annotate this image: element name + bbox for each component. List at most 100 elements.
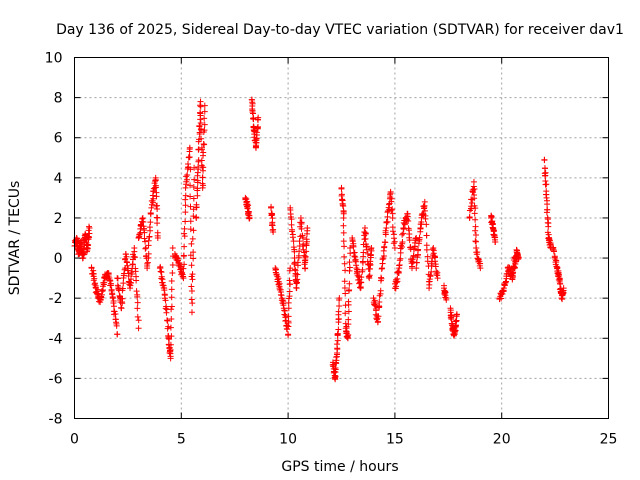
data-point (270, 226, 277, 233)
data-point (123, 258, 130, 265)
data-point (400, 226, 407, 233)
data-point (296, 238, 303, 245)
data-point (125, 272, 132, 279)
data-point (167, 346, 174, 353)
data-point (284, 326, 291, 333)
data-point (345, 308, 352, 315)
data-point (253, 131, 260, 138)
data-point (477, 260, 484, 267)
y-tick-label: -2 (49, 291, 63, 307)
data-point (342, 290, 349, 297)
data-point (153, 184, 160, 191)
data-point (188, 283, 195, 290)
data-point (300, 234, 307, 241)
data-point (109, 291, 116, 298)
data-point (148, 204, 155, 211)
data-point (183, 173, 190, 180)
data-point (543, 197, 550, 204)
data-point (201, 108, 208, 115)
data-point (135, 317, 142, 324)
data-point (432, 263, 439, 270)
data-point (169, 270, 176, 277)
data-point (244, 205, 251, 212)
data-point (472, 238, 479, 245)
data-point (362, 230, 369, 237)
data-point (379, 256, 386, 263)
data-point (245, 202, 252, 209)
data-point (181, 225, 188, 232)
data-point (107, 277, 114, 284)
data-point (384, 207, 391, 214)
data-point (91, 275, 98, 282)
data-point (345, 298, 352, 305)
data-point (246, 212, 253, 219)
y-tick-label: 2 (54, 211, 63, 227)
data-point (164, 317, 171, 324)
data-point (254, 116, 261, 123)
data-point (291, 261, 298, 268)
data-point (113, 322, 120, 329)
data-point (255, 123, 262, 130)
data-point (362, 235, 369, 242)
data-point (84, 242, 91, 249)
data-point (557, 280, 564, 287)
data-point (342, 310, 349, 317)
data-point (188, 309, 195, 316)
data-point (182, 218, 189, 225)
axis-ticks (74, 57, 609, 419)
data-point (351, 253, 358, 260)
data-point (335, 308, 342, 315)
data-point (470, 187, 477, 194)
data-point (168, 277, 175, 284)
data-point (447, 314, 454, 321)
data-point (184, 172, 191, 179)
data-point (129, 261, 136, 268)
data-point (197, 119, 204, 126)
data-point (134, 313, 141, 320)
data-point (401, 221, 408, 228)
data-point (336, 296, 343, 303)
data-point (182, 184, 189, 191)
data-point (545, 220, 552, 227)
data-point (189, 300, 196, 307)
data-point (154, 206, 161, 213)
data-point (128, 276, 135, 283)
data-point (346, 259, 353, 266)
data-point (86, 230, 93, 237)
data-point (471, 195, 478, 202)
data-point (168, 306, 175, 313)
y-tick-label: 8 (54, 91, 63, 107)
data-point (341, 253, 348, 260)
data-point (388, 198, 395, 205)
data-point (109, 293, 116, 300)
data-point (421, 204, 428, 211)
x-tick-label: 5 (177, 432, 186, 448)
x-tick-label: 15 (386, 432, 404, 448)
data-point (108, 282, 115, 289)
data-point (451, 332, 458, 339)
data-point (427, 272, 434, 279)
data-point (359, 266, 366, 273)
data-point (142, 245, 149, 252)
data-point (167, 341, 174, 348)
data-point (366, 265, 373, 272)
plot-frame (74, 57, 609, 419)
data-point (303, 236, 310, 243)
data-point (187, 193, 194, 200)
data-point (86, 223, 93, 230)
data-point (119, 285, 126, 292)
data-point (334, 330, 341, 337)
data-point (302, 253, 309, 260)
data-point (426, 276, 433, 283)
data-point (163, 309, 170, 316)
data-point (387, 190, 394, 197)
x-tick-label: 20 (493, 432, 511, 448)
data-point (162, 305, 169, 312)
data-point (443, 296, 450, 303)
data-point (164, 317, 171, 324)
data-point (198, 146, 205, 153)
data-point (489, 220, 496, 227)
data-point (162, 297, 169, 304)
data-point (286, 288, 293, 295)
data-point (542, 172, 549, 179)
